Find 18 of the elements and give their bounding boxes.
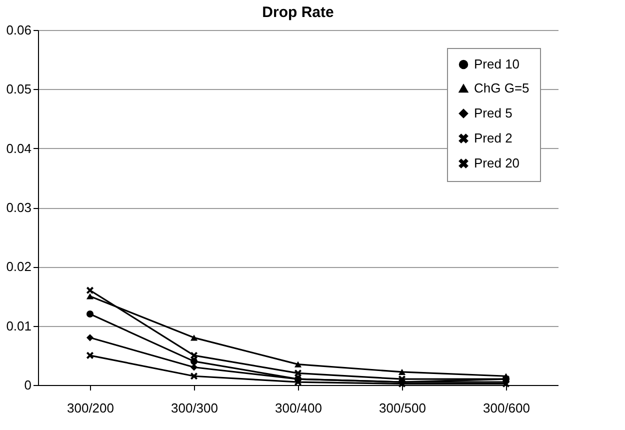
y-tick-label: 0.06 [6, 22, 32, 38]
y-tick-label: 0 [24, 378, 32, 392]
legend-label: Pred 5 [474, 106, 512, 120]
y-tick-label: 0.04 [6, 140, 32, 156]
legend-label: Pred 10 [474, 56, 520, 72]
legend-label: Pred 20 [474, 156, 520, 170]
legend-label: Pred 2 [474, 130, 512, 146]
y-tick-label: 0.01 [6, 318, 32, 334]
x-tick-label: 300/200 [67, 400, 114, 416]
y-tick-label: 0.05 [6, 82, 32, 97]
y-tick-label: 0.03 [6, 200, 32, 215]
x-tick-label: 300/400 [275, 400, 322, 416]
legend-label: ChG G=5 [474, 80, 530, 96]
x-tick-label: 300/300 [171, 400, 218, 416]
chart-title: Drop Rate [262, 4, 334, 21]
y-tick-label: 0.02 [6, 259, 32, 274]
x-tick-label: 300/600 [483, 400, 530, 416]
x-tick-label: 300/500 [379, 400, 426, 416]
